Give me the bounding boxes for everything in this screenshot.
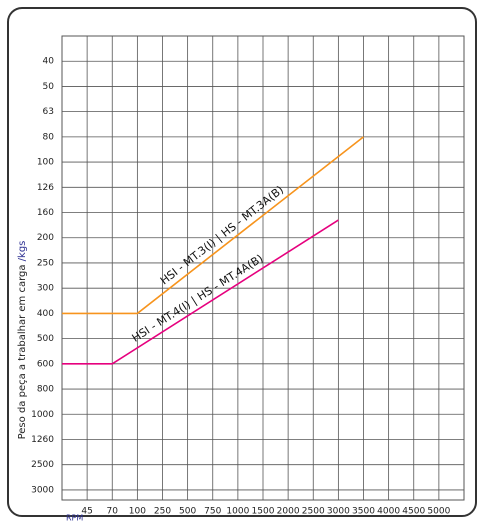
y-tick-label: 126: [37, 183, 54, 193]
x-tick-label: 3500: [352, 507, 375, 517]
x-tick-label: 750: [204, 507, 221, 517]
x-tick-label: 5000: [427, 507, 450, 517]
y-tick-label: 1260: [31, 435, 54, 445]
series-line: [62, 136, 364, 315]
y-tick-label: 63: [43, 107, 54, 117]
x-tick-label: 4500: [402, 507, 425, 517]
frame: [7, 7, 477, 517]
x-tick-label: 500: [179, 507, 196, 517]
y-label: Peso da peça a trabalhar em carga: [17, 265, 28, 440]
y-tick-label: 500: [37, 334, 54, 344]
x-tick-label: 70: [107, 507, 119, 517]
y-axis-title: Peso da peça a trabalhar em carga /kgs: [17, 241, 28, 440]
x-tick-label: 45: [81, 507, 92, 517]
x-tick-label: 3000: [327, 507, 350, 517]
y-tick-label: 600: [37, 359, 54, 369]
y-unit: /kgs: [17, 241, 28, 262]
y-tick-label: 300: [37, 284, 54, 294]
x-tick-label: 2000: [277, 507, 300, 517]
x-axis-title: RPM: [66, 514, 83, 523]
x-tick-label: 2500: [302, 507, 325, 517]
x-tick-label: 250: [154, 507, 171, 517]
y-tick-label: 3000: [31, 485, 54, 495]
x-tick-label: 1000: [226, 507, 249, 517]
y-tick-label: 40: [43, 57, 55, 67]
y-tick-label: 1000: [31, 410, 54, 420]
y-tick-label: 2500: [31, 460, 54, 470]
y-tick-label: 80: [43, 132, 55, 142]
y-tick-label: 160: [37, 208, 54, 218]
y-tick-label: 100: [37, 158, 54, 168]
series-label: HSI - MT.3(I) | HS - MT.3A(B): [158, 183, 286, 287]
x-tick-label: 1500: [252, 507, 275, 517]
series-line: [62, 219, 339, 365]
y-tick-label: 250: [37, 258, 54, 268]
y-tick-label: 800: [37, 385, 54, 395]
y-tick-label: 400: [37, 309, 54, 319]
y-tick-label: 200: [37, 233, 54, 243]
x-tick-label: 4000: [377, 507, 400, 517]
y-tick-label: 50: [43, 82, 55, 92]
x-tick-label: 100: [129, 507, 146, 517]
